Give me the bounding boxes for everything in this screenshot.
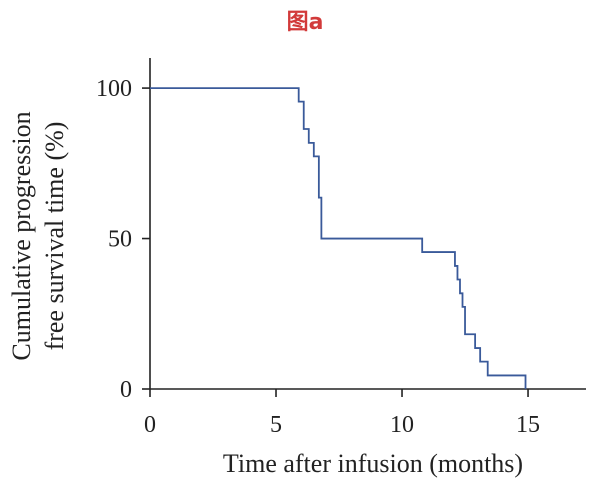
series-layer: [150, 87, 527, 389]
y-tick-label: 0: [120, 377, 132, 403]
y-axis-label-line-1: Cumulative progression: [7, 111, 36, 360]
x-tick-label: 5: [270, 412, 282, 438]
y-tick-label: 100: [96, 76, 132, 102]
x-tick-label: 0: [144, 412, 156, 438]
x-tick-label: 15: [516, 412, 540, 438]
x-tick-label: 10: [390, 412, 414, 438]
x-axis-label: Time after infusion (months): [223, 449, 523, 478]
chart-title: 图a: [287, 10, 324, 35]
axes: [149, 58, 586, 390]
survival-curve-line: [150, 87, 527, 389]
ticks: 0 5 10 15 0 50 100: [96, 76, 540, 438]
y-axis-label-line-2: free survival time (%): [40, 122, 69, 351]
y-tick-label: 50: [108, 227, 132, 253]
